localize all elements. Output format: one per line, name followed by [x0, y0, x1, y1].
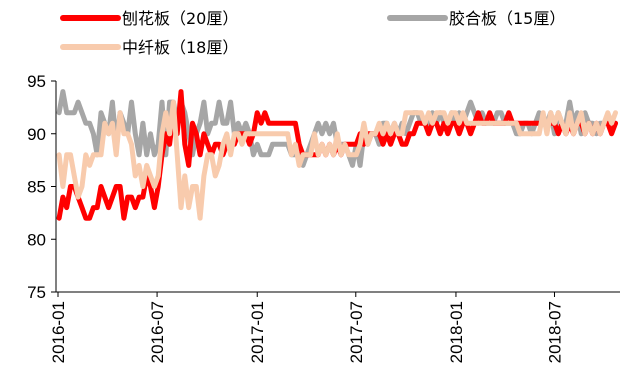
- y-tick-label: 95: [27, 72, 46, 91]
- series-line-1: [56, 89, 618, 168]
- y-tick-label: 85: [27, 178, 46, 197]
- series-line-0: [56, 89, 618, 221]
- x-tick-label: 2018-01: [447, 301, 466, 363]
- y-tick-label: 75: [27, 283, 46, 302]
- legend: 刨花板（20厘） 胶合板（15厘） 中纤板（18厘）: [60, 9, 565, 57]
- x-tick-label: 2017-07: [347, 301, 366, 363]
- y-tick-label: 90: [27, 125, 46, 144]
- legend-item-1: 胶合板（15厘）: [387, 9, 565, 28]
- series-line-2: [56, 99, 618, 221]
- x-tick-label: 2018-07: [545, 301, 564, 363]
- legend-label-2: 中纤板（18厘）: [122, 38, 238, 57]
- series-group: [56, 89, 618, 221]
- y-tick-label: 80: [27, 230, 46, 249]
- legend-label-1: 胶合板（15厘）: [449, 9, 565, 28]
- x-tick-label: 2016-01: [49, 301, 68, 363]
- legend-label-0: 刨花板（20厘）: [122, 9, 238, 28]
- x-tick-label: 2016-07: [148, 301, 167, 363]
- legend-item-2: 中纤板（18厘）: [60, 38, 238, 57]
- legend-item-0: 刨花板（20厘）: [60, 9, 238, 28]
- x-tick-label: 2017-01: [248, 301, 267, 363]
- axes: 75 80 85 90 95 2016-01 2016-07 2017-01 2017-07 20…: [27, 72, 620, 363]
